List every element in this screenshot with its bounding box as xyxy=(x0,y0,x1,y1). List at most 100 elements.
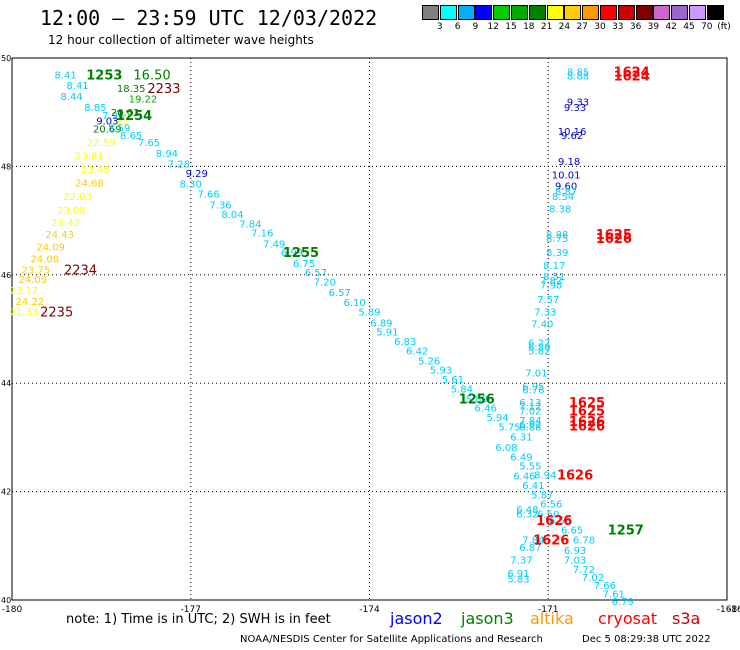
wave-height-value: 5.61 xyxy=(442,375,464,386)
wave-height-value: 6.31 xyxy=(510,432,532,443)
wave-height-value: 7.02 xyxy=(582,573,604,584)
pass-time-label: 2233 xyxy=(147,82,180,97)
colorbar-swatch xyxy=(457,5,475,20)
pass-time-label: 16.50 xyxy=(133,68,170,83)
pass-time-label: 1254 xyxy=(116,109,152,124)
wave-height-value: 8.87 xyxy=(555,187,577,198)
wave-height-value: 19.22 xyxy=(129,95,158,106)
wave-height-value: 5.82 xyxy=(528,347,550,358)
wave-height-value: 6.53 xyxy=(549,516,571,527)
pass-time-label: 1624 xyxy=(614,66,650,81)
colorbar-label: 9 xyxy=(472,22,479,32)
x-tick-label: -180 xyxy=(2,605,23,615)
wave-height-value: 23.81 xyxy=(75,152,104,163)
wave-height-value: 6.78 xyxy=(573,535,595,546)
wave-height-value: 6.57 xyxy=(305,268,327,279)
wave-height-value: 8.51 xyxy=(543,272,565,283)
wave-height-value: 6.75 xyxy=(293,259,315,270)
wave-height-value: 8.94 xyxy=(156,149,178,160)
wave-height-value: 5.89 xyxy=(358,308,380,319)
footer-note: note: 1) Time is in UTC; 2) SWH is in fe… xyxy=(66,612,331,627)
wave-height-value: 6.13 xyxy=(519,398,541,409)
pass-time-label: 1625 xyxy=(569,396,605,411)
wave-height-value: 7.66 xyxy=(197,190,219,201)
wave-height-value: 7.12 xyxy=(519,402,541,413)
wave-height-value: 6.49 xyxy=(510,452,532,463)
colorbar-label: 42 xyxy=(665,22,677,32)
pass-time-label: 1257 xyxy=(608,524,644,539)
wave-height-value: 23.08 xyxy=(57,206,86,217)
pass-time-label: 1626 xyxy=(557,468,593,483)
wave-height-value: 8.59 xyxy=(108,123,130,134)
colorbar-swatch xyxy=(617,5,635,20)
colorbar-swatch xyxy=(439,5,457,20)
wave-height-value: 7.02 xyxy=(519,406,541,417)
wave-height-value: 24.43 xyxy=(45,230,74,241)
colorbar-swatch xyxy=(653,5,671,20)
legend-item-cryosat: cryosat xyxy=(598,609,658,628)
wave-height-value: 6.46 xyxy=(475,404,497,415)
wave-height-value: 6.10 xyxy=(343,298,365,309)
pass-time-label: 1626 xyxy=(596,232,632,247)
wave-height-value: 7.84 xyxy=(522,535,544,546)
pass-time-label: 1255 xyxy=(283,246,319,261)
page-subtitle: 12 hour collection of altimeter wave hei… xyxy=(48,33,314,47)
legend-item-s3a: s3a xyxy=(672,609,701,628)
wave-height-value: 5.93 xyxy=(430,366,452,377)
wave-height-value: 6.87 xyxy=(519,543,541,554)
wave-height-value: 8.65 xyxy=(120,131,142,142)
wave-height-value: 5.83 xyxy=(507,574,529,585)
wave-height-value: 8.94 xyxy=(534,470,556,481)
colorbar-swatch xyxy=(582,5,600,20)
wave-height-value: 8.39 xyxy=(546,248,568,259)
pass-time-label: 2235 xyxy=(40,306,73,321)
timestamp-text: Dec 5 08:29:38 UTC 2022 xyxy=(582,634,711,645)
wave-height-value: 7.20 xyxy=(314,277,336,288)
colorbar-label: 70 xyxy=(701,22,713,32)
wave-height-value: 7.82 xyxy=(540,276,562,287)
wave-height-value: 6.95 xyxy=(522,382,544,393)
wave-height-value: 24.68 xyxy=(75,179,104,190)
wave-height-value: 10.01 xyxy=(552,171,581,182)
pass-time-label: 1626 xyxy=(569,415,605,430)
colorbar-swatch xyxy=(600,5,617,20)
wave-height-value: 6.89 xyxy=(370,318,392,329)
wave-height-value: 8.54 xyxy=(552,192,574,203)
wave-height-value: 7.66 xyxy=(594,581,616,592)
colorbar-label: 15 xyxy=(505,22,517,32)
legend-item-altika: altika xyxy=(530,609,574,628)
colorbar-unit: (ft) xyxy=(717,22,731,32)
wave-height-value: 8.88 xyxy=(546,230,568,241)
colorbar-swatch xyxy=(706,5,724,20)
wave-height-value: 7.98 xyxy=(540,281,562,292)
wave-height-value: 6.08 xyxy=(495,443,517,454)
wave-height-value: 24.08 xyxy=(30,255,59,266)
colorbar-swatch xyxy=(546,5,564,20)
pass-time-label: 1253 xyxy=(86,68,122,83)
wave-height-value: 5.75 xyxy=(498,423,520,434)
wave-height-value: 9.18 xyxy=(558,157,580,168)
wave-height-value: 7.28 xyxy=(168,160,190,171)
wave-height-value: 18.35 xyxy=(117,84,146,95)
wave-height-value: 7.72 xyxy=(573,565,595,576)
wave-height-value: 7.84 xyxy=(239,219,261,230)
colorbar-label: 3 xyxy=(436,22,443,32)
y-tick-label: 44 xyxy=(1,379,11,388)
colorbar-label: 27 xyxy=(576,22,588,32)
wave-height-value: 8.85 xyxy=(84,103,106,114)
wave-height-value: 6.20 xyxy=(528,342,550,353)
pass-time-label: 1625 xyxy=(569,404,605,419)
wave-height-value: 24.09 xyxy=(19,275,48,286)
legend-item-jason2: jason2 xyxy=(390,609,443,628)
y-tick-label: 48 xyxy=(1,162,11,171)
y-tick-label: 50 xyxy=(1,54,11,63)
wave-height-value: 9.33 xyxy=(567,97,589,108)
wave-height-value: 5.87 xyxy=(531,490,553,501)
wave-height-value: 8.30 xyxy=(180,180,202,191)
wave-height-value: 8.41 xyxy=(66,81,88,92)
colorbar-label: 30 xyxy=(594,22,606,32)
colorbar-swatch xyxy=(422,5,439,20)
wave-height-value: 23.42 xyxy=(51,218,80,229)
wave-height-value: 7.37 xyxy=(510,555,532,566)
